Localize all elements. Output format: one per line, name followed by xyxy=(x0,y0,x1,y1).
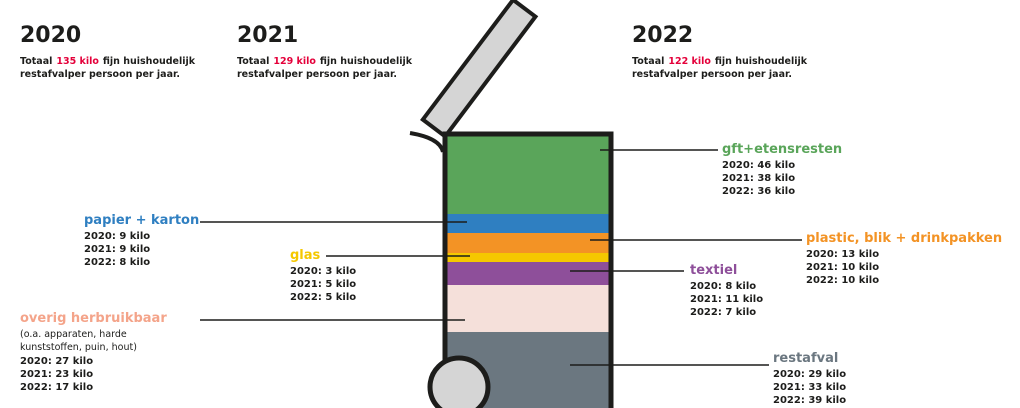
year-totals: 2020 Totaal 135 kilo fijn huishoudelijk rest… xyxy=(20,23,808,80)
layer-textile xyxy=(445,262,611,285)
category-value: 2021: 10 kilo xyxy=(806,262,879,273)
category-value: 2020: 9 kilo xyxy=(84,231,150,242)
category-value: 2022: 36 kilo xyxy=(722,186,795,197)
category-value: 2020: 8 kilo xyxy=(690,281,756,292)
desc-text: fijn huishoudelijk xyxy=(320,56,413,67)
category-value: 2022: 7 kilo xyxy=(690,307,756,318)
category-value: 2021: 38 kilo xyxy=(722,173,795,184)
category-label: plastic, blik + drinkpakken xyxy=(806,231,1002,246)
desc-amount: 135 kilo xyxy=(56,56,99,67)
category-value: 2021: 5 kilo xyxy=(290,279,356,290)
desc-prefix: Totaal xyxy=(237,56,269,67)
bin-handle xyxy=(410,133,443,152)
year-desc: restafvalper persoon per jaar. xyxy=(20,69,180,80)
desc-text: fijn huishoudelijk xyxy=(103,56,196,67)
year-desc: restafvalper persoon per jaar. xyxy=(632,69,792,80)
desc-prefix: Totaal xyxy=(632,56,664,67)
category-label: papier + karton xyxy=(84,213,199,228)
desc-amount: 129 kilo xyxy=(273,56,316,67)
category-value: 2020: 46 kilo xyxy=(722,160,795,171)
category-value: 2022: 39 kilo xyxy=(773,395,846,406)
category-value: 2020: 29 kilo xyxy=(773,369,846,380)
year-desc: Totaal 135 kilo fijn huishoudelijk xyxy=(20,56,196,67)
category-label: restafval xyxy=(773,351,838,366)
layer-reuse xyxy=(445,285,611,332)
year-title: 2022 xyxy=(632,23,693,48)
year-desc: Totaal 122 kilo fijn huishoudelijk xyxy=(632,56,808,67)
layer-paper xyxy=(445,214,611,233)
category-value: 2022: 10 kilo xyxy=(806,275,879,286)
category-value: 2022: 5 kilo xyxy=(290,292,356,303)
desc-amount: 122 kilo xyxy=(668,56,711,67)
bin-wheel xyxy=(430,358,488,408)
year-desc: Totaal 129 kilo fijn huishoudelijk xyxy=(237,56,413,67)
category-label: glas xyxy=(290,248,321,263)
desc-text: fijn huishoudelijk xyxy=(715,56,808,67)
year-title: 2021 xyxy=(237,23,298,48)
category-value: 2021: 23 kilo xyxy=(20,369,93,380)
category-value: 2021: 11 kilo xyxy=(690,294,763,305)
category-note: kunststoffen, puin, hout) xyxy=(20,342,137,353)
category-value: 2020: 3 kilo xyxy=(290,266,356,277)
year-desc: restafvalper persoon per jaar. xyxy=(237,69,397,80)
category-value: 2022: 8 kilo xyxy=(84,257,150,268)
category-label: overig herbruikbaar xyxy=(20,311,167,326)
category-label: textiel xyxy=(690,263,737,278)
desc-prefix: Totaal xyxy=(20,56,52,67)
category-value: 2020: 13 kilo xyxy=(806,249,879,260)
bin xyxy=(410,0,611,408)
layer-plastic xyxy=(445,233,611,253)
layer-glass xyxy=(445,253,611,262)
category-value: 2021: 33 kilo xyxy=(773,382,846,393)
category-note: (o.a. apparaten, harde xyxy=(20,329,127,340)
year-title: 2020 xyxy=(20,23,81,48)
category-value: 2021: 9 kilo xyxy=(84,244,150,255)
category-label: gft+etensresten xyxy=(722,142,842,157)
layer-gft xyxy=(445,134,611,214)
bin-lid xyxy=(423,0,536,136)
infographic: 2020 Totaal 135 kilo fijn huishoudelijk rest… xyxy=(0,0,1020,408)
category-value: 2020: 27 kilo xyxy=(20,356,93,367)
category-value: 2022: 17 kilo xyxy=(20,382,93,393)
